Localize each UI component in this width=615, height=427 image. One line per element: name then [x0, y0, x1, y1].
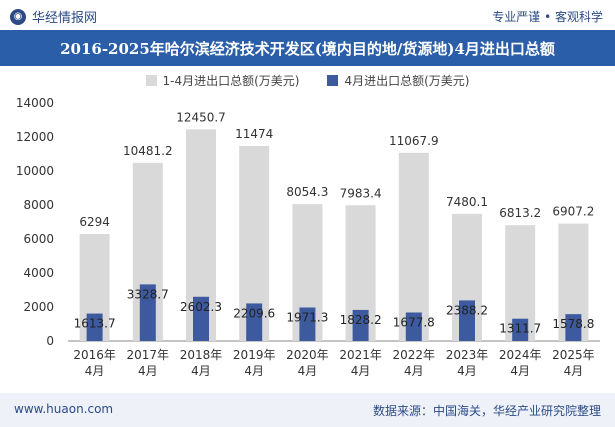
y-tick-label: 8000	[23, 198, 54, 212]
data-label-series1: 6813.2	[499, 206, 541, 220]
footer-website: www.huaon.com	[14, 402, 114, 416]
bar-series2	[565, 314, 582, 341]
logo-text: 华经情报网	[32, 11, 98, 26]
y-tick-label: 4000	[23, 266, 54, 280]
bar-series2	[459, 300, 475, 341]
legend-item-series2: 4月进出口总额(万美元)	[327, 72, 469, 89]
data-label-series2: 1971.3	[286, 310, 328, 324]
data-label-series2: 2209.6	[233, 306, 275, 320]
x-tick-label: 2022年	[393, 348, 436, 362]
footer-bar	[0, 393, 615, 427]
data-label-series1: 7480.1	[446, 195, 488, 209]
x-tick-label: 4月	[564, 364, 584, 378]
y-tick-label: 14000	[16, 96, 54, 110]
legend-label-series1: 1-4月进出口总额(万美元)	[162, 74, 300, 88]
x-tick-label: 4月	[298, 364, 318, 378]
legend-label-series2: 4月进出口总额(万美元)	[344, 74, 470, 88]
data-label-series2: 1677.8	[393, 315, 435, 329]
x-tick-label: 2016年	[73, 348, 116, 362]
chart-title: 2016-2025年哈尔滨经济技术开发区(境内目的地/货源地)4月进出口总额	[60, 40, 555, 58]
bar-series2	[246, 303, 263, 341]
x-tick-label: 4月	[85, 364, 105, 378]
x-tick-label: 2017年	[127, 348, 170, 362]
x-tick-label: 2019年	[233, 348, 276, 362]
legend-item-series1: 1-4月进出口总额(万美元)	[145, 72, 300, 89]
data-label-series1: 6907.2	[552, 205, 594, 219]
bar-series2	[512, 318, 529, 341]
bar-series2	[299, 307, 316, 341]
data-label-series1: 11474	[235, 127, 273, 141]
bar-series2	[352, 309, 369, 341]
bar-series1	[398, 152, 429, 341]
data-label-series1: 11067.9	[389, 134, 439, 148]
tagline: 专业严谨 • 客观科学	[492, 10, 603, 24]
data-label-series2: 2388.2	[446, 303, 488, 317]
y-tick-label: 6000	[23, 232, 54, 246]
x-tick-label: 4月	[510, 364, 530, 378]
data-label-series2: 1828.2	[340, 313, 382, 327]
x-tick-label: 4月	[191, 364, 211, 378]
x-tick-label: 2025年	[552, 348, 595, 362]
data-label-series1: 7983.4	[340, 186, 382, 200]
x-tick-label: 2020年	[286, 348, 329, 362]
bar-series2	[139, 284, 156, 341]
data-label-series2: 3328.7	[127, 287, 169, 301]
bar-series2	[86, 313, 103, 341]
title-bar	[0, 30, 615, 66]
legend: 1-4月进出口总额(万美元) 4月进出口总额(万美元)	[0, 72, 615, 89]
x-tick-label: 4月	[244, 364, 264, 378]
data-label-series2: 2602.3	[180, 300, 222, 314]
y-tick-label: 2000	[23, 300, 54, 314]
logo-icon: ◉	[10, 8, 26, 25]
data-label-series2: 1578.8	[552, 317, 594, 331]
y-tick-label: 10000	[16, 164, 54, 178]
bar-series2	[193, 296, 209, 341]
x-tick-label: 2023年	[446, 348, 489, 362]
x-tick-label: 2021年	[339, 348, 382, 362]
data-label-series2: 1613.7	[74, 317, 116, 331]
x-tick-label: 4月	[138, 364, 158, 378]
data-label-series2: 1311.7	[499, 322, 541, 336]
x-tick-label: 2018年	[180, 348, 223, 362]
x-tick-label: 4月	[457, 364, 477, 378]
data-label-series1: 6294	[79, 215, 110, 229]
legend-swatch-series2	[327, 75, 339, 86]
y-tick-label: 12000	[16, 130, 54, 144]
x-tick-label: 2024年	[499, 348, 542, 362]
x-tick-label: 4月	[404, 364, 424, 378]
header-bar: ◉ 华经情报网 专业严谨 • 客观科学	[0, 0, 615, 30]
bar-series2	[405, 312, 422, 341]
data-label-series1: 8054.3	[286, 185, 328, 199]
x-tick-label: 4月	[351, 364, 371, 378]
legend-swatch-series1	[145, 75, 157, 86]
data-label-series1: 12450.7	[176, 110, 226, 124]
footer-source: 数据来源：中国海关，华经产业研究院整理	[372, 404, 601, 418]
y-tick-label: 0	[46, 334, 54, 348]
data-label-series1: 10481.2	[123, 144, 173, 158]
logo: ◉ 华经情报网	[10, 7, 97, 26]
